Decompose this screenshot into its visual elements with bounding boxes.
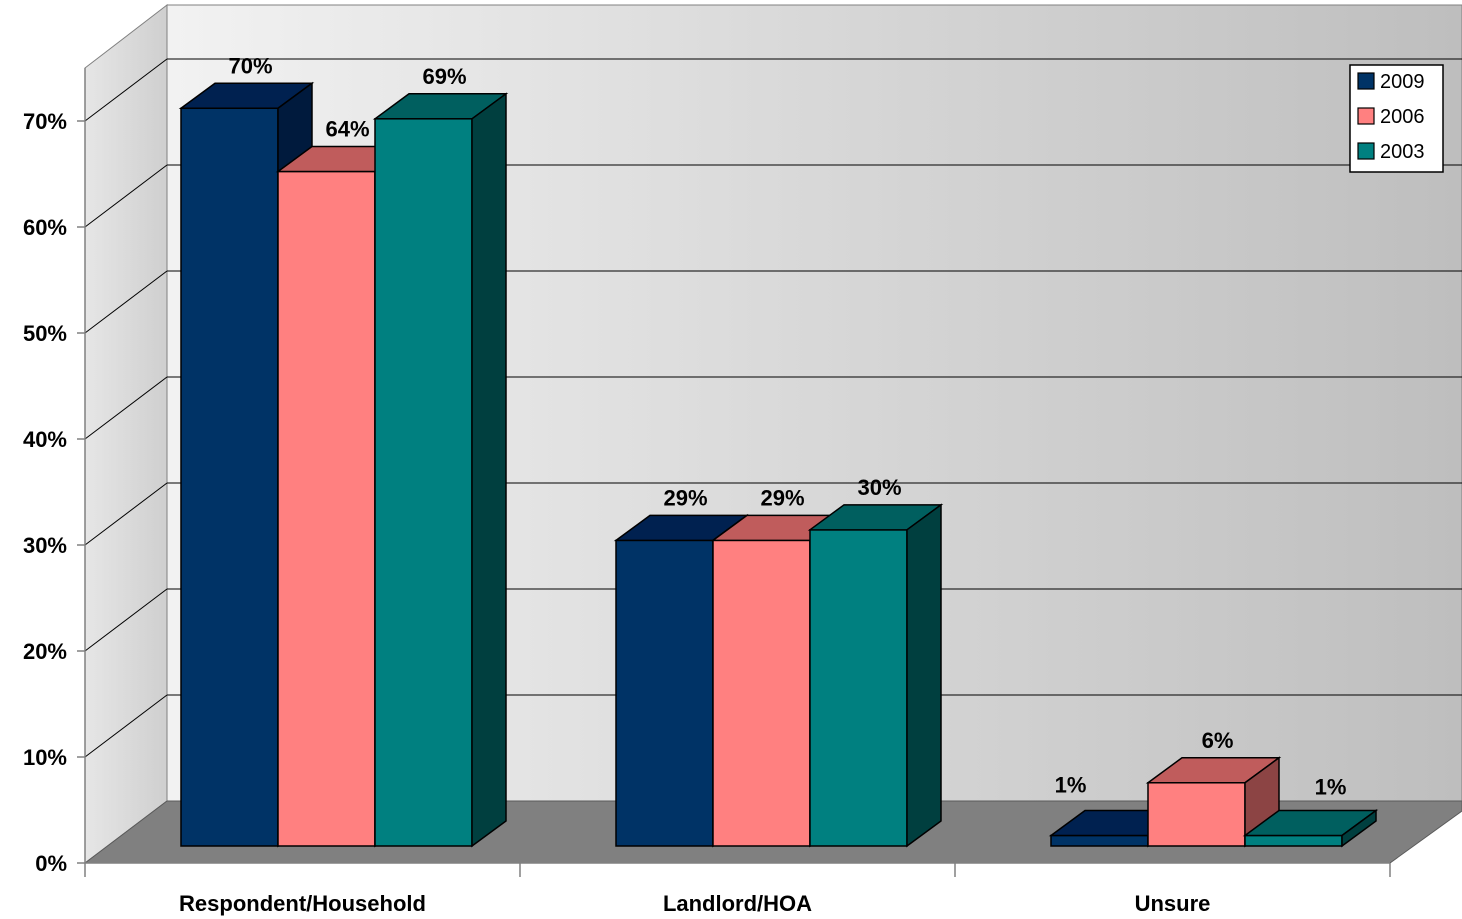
gridline-side <box>84 588 168 652</box>
bar-front <box>180 107 279 847</box>
category-label: Landlord/HOA <box>663 891 812 916</box>
legend-swatch <box>1357 72 1375 90</box>
category-axis: Respondent/Household Landlord/HOA Unsure <box>84 862 1391 916</box>
data-label: 1% <box>1055 772 1087 797</box>
value-tick-label: 70% <box>23 109 67 134</box>
gridline-side <box>84 376 168 440</box>
bar-front <box>1147 782 1246 847</box>
data-label: 6% <box>1202 728 1234 753</box>
bar-series-group <box>178 81 1379 848</box>
bar-side <box>1341 808 1377 848</box>
category-label: Respondent/Household <box>179 891 426 916</box>
bar-front <box>1244 834 1343 847</box>
bar-front <box>809 529 908 847</box>
value-tick-label: 20% <box>23 639 67 664</box>
gridline-side <box>84 482 168 546</box>
bar-front <box>615 539 714 847</box>
value-tick-label: 30% <box>23 533 67 558</box>
bar-2006-2 <box>1145 756 1282 848</box>
data-labels: 70% 64% 69% 29% 29% 30% 1% 6% 1% <box>228 53 1346 799</box>
gridline-side <box>84 694 168 758</box>
value-tick-label: 10% <box>23 745 67 770</box>
value-axis: 0% 10% 20% 30% 40% 50% 60% 70% <box>23 68 86 876</box>
legend: 2009 2006 2003 <box>1349 64 1444 173</box>
gridline-side <box>84 270 168 334</box>
legend-label: 2006 <box>1380 106 1425 128</box>
legend-label: 2009 <box>1380 71 1425 93</box>
bar-2003-2 <box>1242 808 1379 848</box>
gridline-side <box>84 58 168 122</box>
bar-2003-1 <box>807 503 944 848</box>
category-label: Unsure <box>1135 891 1211 916</box>
bar-side <box>906 503 942 848</box>
value-tick-label: 40% <box>23 427 67 452</box>
bar-front <box>1050 834 1149 847</box>
data-label: 1% <box>1315 774 1347 799</box>
legend-label: 2003 <box>1380 141 1425 163</box>
gridline-side <box>84 164 168 228</box>
value-tick-label: 60% <box>23 215 67 240</box>
bar-front <box>712 539 811 847</box>
bar-front <box>277 170 376 847</box>
data-label: 70% <box>228 53 272 78</box>
legend-swatch <box>1357 142 1375 160</box>
data-label: 30% <box>857 475 901 500</box>
bar-2003-0 <box>372 92 509 848</box>
legend-swatch <box>1357 107 1375 125</box>
bar-front <box>374 118 473 847</box>
value-tick-label: 50% <box>23 321 67 346</box>
side-wall <box>84 3 168 865</box>
data-label: 69% <box>422 64 466 89</box>
value-tick-label: 0% <box>35 851 67 876</box>
data-label: 29% <box>760 485 804 510</box>
data-label: 64% <box>325 117 369 142</box>
bar-side <box>471 92 507 848</box>
data-label: 29% <box>663 485 707 510</box>
